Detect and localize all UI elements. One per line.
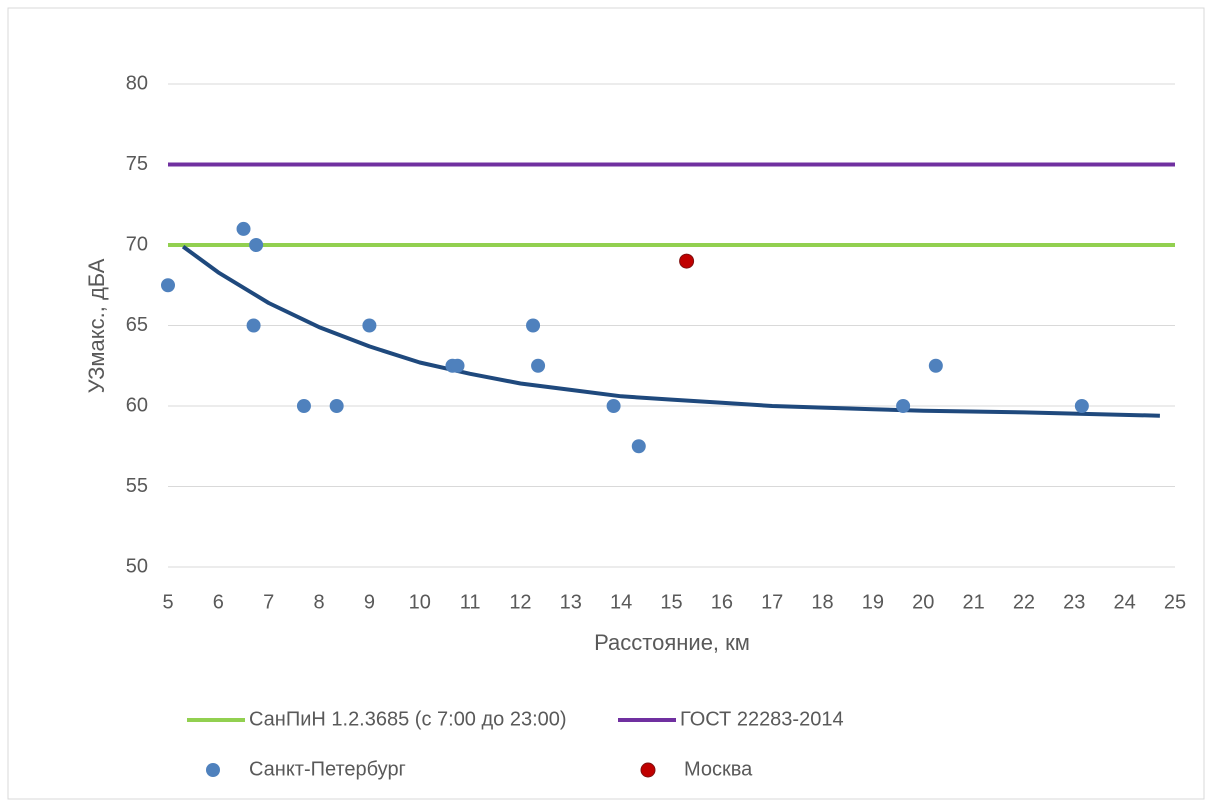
x-tick-label: 7 <box>263 591 274 613</box>
x-tick-label: 17 <box>761 591 783 613</box>
data-point <box>329 399 344 413</box>
y-tick-label: 65 <box>126 314 148 336</box>
legend-marker <box>640 762 656 778</box>
x-tick-label: 24 <box>1114 591 1136 613</box>
x-tick-label: 5 <box>162 591 173 613</box>
legend-marker <box>206 763 220 777</box>
data-point <box>896 399 911 413</box>
data-point <box>531 358 546 373</box>
chart-frame <box>7 7 1205 800</box>
y-tick-label: 50 <box>126 555 148 577</box>
x-tick-label: 25 <box>1164 591 1186 613</box>
data-point <box>928 358 943 373</box>
x-tick-label: 11 <box>460 591 481 613</box>
data-point <box>249 238 264 252</box>
data-point <box>161 278 175 293</box>
trend-line <box>181 244 1160 418</box>
x-tick-label: 6 <box>213 591 224 613</box>
x-tick-label: 13 <box>560 591 582 613</box>
x-tick-label: 18 <box>811 591 833 613</box>
x-tick-label: 15 <box>660 591 682 613</box>
data-point <box>296 399 311 413</box>
data-point <box>1074 399 1089 413</box>
data-point <box>606 399 621 413</box>
x-tick-label: 21 <box>962 591 984 613</box>
x-tick-label: 19 <box>862 591 884 613</box>
y-axis-title: УЗмакс., дБА <box>84 258 109 393</box>
y-tick-label: 55 <box>126 475 148 497</box>
legend-label: СанПиН 1.2.3685 (с 7:00 до 23:00) <box>249 708 567 730</box>
legend-label: ГОСТ 22283-2014 <box>680 708 844 730</box>
x-tick-label: 14 <box>610 591 632 613</box>
x-tick-label: 10 <box>409 591 431 613</box>
x-tick-label: 9 <box>364 591 375 613</box>
x-tick-label: 8 <box>313 591 324 613</box>
data-point <box>679 253 695 269</box>
legend-label: Москва <box>684 758 753 780</box>
y-tick-label: 75 <box>126 153 148 175</box>
data-point <box>362 318 377 333</box>
legend-label: Санкт-Петербург <box>249 758 406 780</box>
y-tick-label: 80 <box>126 72 148 94</box>
data-point <box>236 221 251 236</box>
data-point <box>631 439 646 454</box>
x-tick-label: 12 <box>509 591 531 613</box>
data-point <box>450 358 465 373</box>
y-tick-label: 70 <box>126 233 148 255</box>
x-tick-label: 20 <box>912 591 934 613</box>
x-tick-label: 23 <box>1063 591 1085 613</box>
x-tick-label: 16 <box>711 591 733 613</box>
x-axis-title: Расстояние, км <box>594 630 750 655</box>
data-point <box>526 318 541 333</box>
x-tick-label: 22 <box>1013 591 1035 613</box>
y-tick-label: 60 <box>126 394 148 416</box>
data-point <box>246 318 261 333</box>
